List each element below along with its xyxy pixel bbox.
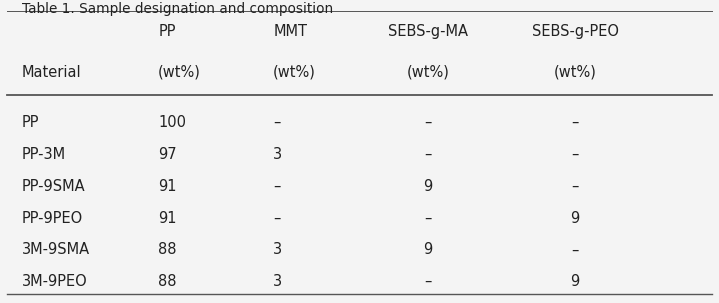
- Text: 3: 3: [273, 242, 283, 258]
- Text: –: –: [424, 147, 431, 162]
- Text: 9: 9: [423, 179, 432, 194]
- Text: MMT: MMT: [273, 24, 307, 39]
- Text: –: –: [424, 274, 431, 289]
- Text: Table 1. Sample designation and composition: Table 1. Sample designation and composit…: [22, 2, 333, 15]
- Text: 88: 88: [158, 274, 177, 289]
- Text: –: –: [572, 115, 579, 130]
- Text: 91: 91: [158, 211, 177, 226]
- Text: SEBS-g-PEO: SEBS-g-PEO: [531, 24, 619, 39]
- Text: 3M-9SMA: 3M-9SMA: [22, 242, 90, 258]
- Text: 91: 91: [158, 179, 177, 194]
- Text: PP: PP: [22, 115, 39, 130]
- Text: SEBS-g-MA: SEBS-g-MA: [388, 24, 468, 39]
- Text: 9: 9: [423, 242, 432, 258]
- Text: PP-3M: PP-3M: [22, 147, 65, 162]
- Text: 9: 9: [571, 211, 580, 226]
- Text: (wt%): (wt%): [158, 65, 201, 80]
- Text: 3: 3: [273, 274, 283, 289]
- Text: PP: PP: [158, 24, 175, 39]
- Text: 88: 88: [158, 242, 177, 258]
- Text: (wt%): (wt%): [273, 65, 316, 80]
- Text: PP-9PEO: PP-9PEO: [22, 211, 83, 226]
- Text: PP-9SMA: PP-9SMA: [22, 179, 85, 194]
- Text: Material: Material: [22, 65, 81, 80]
- Text: 97: 97: [158, 147, 177, 162]
- Text: (wt%): (wt%): [554, 65, 597, 80]
- Text: (wt%): (wt%): [406, 65, 449, 80]
- Text: –: –: [273, 115, 280, 130]
- Text: –: –: [572, 179, 579, 194]
- Text: 3: 3: [273, 147, 283, 162]
- Text: 3M-9PEO: 3M-9PEO: [22, 274, 87, 289]
- Text: 100: 100: [158, 115, 186, 130]
- Text: –: –: [273, 211, 280, 226]
- Text: –: –: [424, 211, 431, 226]
- Text: –: –: [424, 115, 431, 130]
- Text: –: –: [572, 147, 579, 162]
- Text: –: –: [572, 242, 579, 258]
- Text: 9: 9: [571, 274, 580, 289]
- Text: –: –: [273, 179, 280, 194]
